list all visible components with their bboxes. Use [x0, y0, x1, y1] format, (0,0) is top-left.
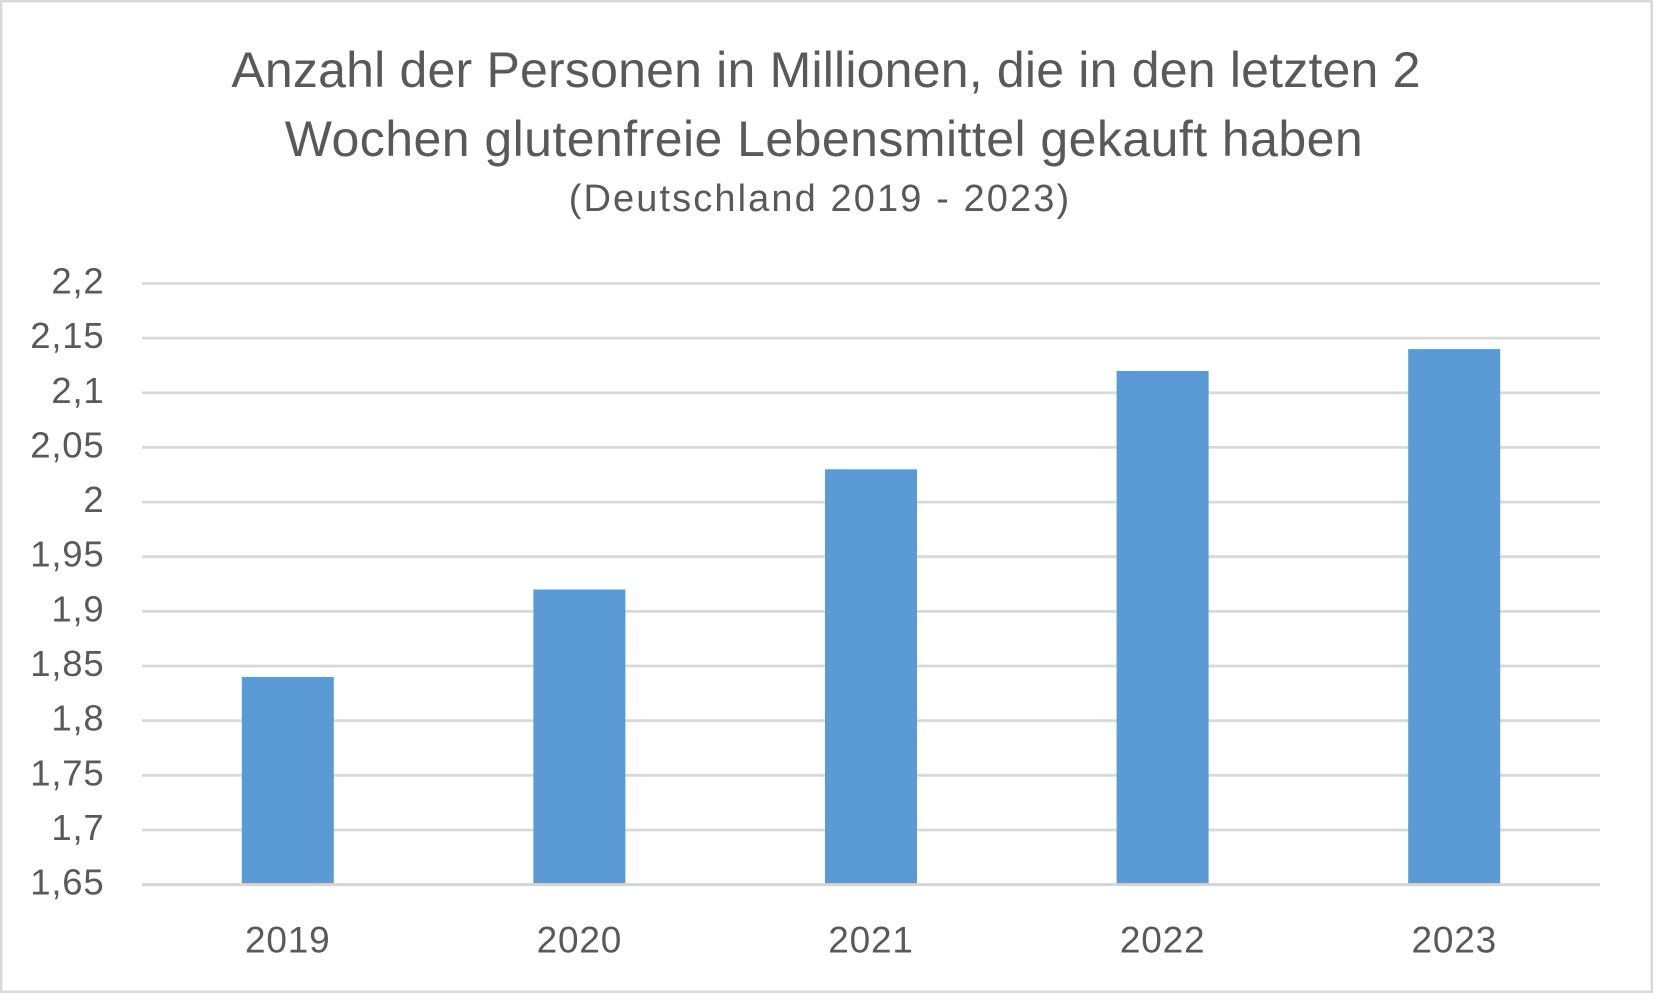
svg-text:2020: 2020	[537, 920, 623, 961]
svg-text:1,95: 1,95	[30, 534, 104, 575]
svg-text:Anzahl der Personen in Million: Anzahl der Personen in Millionen, die in…	[231, 42, 1420, 98]
svg-text:2,1: 2,1	[51, 370, 104, 411]
svg-text:1,85: 1,85	[30, 643, 104, 684]
svg-text:2,2: 2,2	[51, 261, 104, 302]
svg-text:1,75: 1,75	[30, 752, 104, 793]
svg-text:(Deutschland 2019 - 2023): (Deutschland 2019 - 2023)	[569, 178, 1071, 220]
svg-text:1,8: 1,8	[51, 698, 104, 739]
svg-text:Wochen glutenfreie Lebensmitte: Wochen glutenfreie Lebensmittel gekauft …	[285, 111, 1363, 167]
svg-text:2022: 2022	[1120, 920, 1206, 961]
svg-text:2,15: 2,15	[30, 315, 104, 356]
svg-text:2021: 2021	[828, 920, 914, 961]
svg-text:2,05: 2,05	[30, 424, 104, 465]
svg-text:1,7: 1,7	[51, 807, 104, 848]
svg-text:2: 2	[83, 479, 104, 520]
svg-text:2023: 2023	[1411, 920, 1497, 961]
svg-text:1,9: 1,9	[51, 588, 104, 629]
svg-text:2019: 2019	[245, 920, 331, 961]
svg-text:1,65: 1,65	[30, 862, 104, 903]
